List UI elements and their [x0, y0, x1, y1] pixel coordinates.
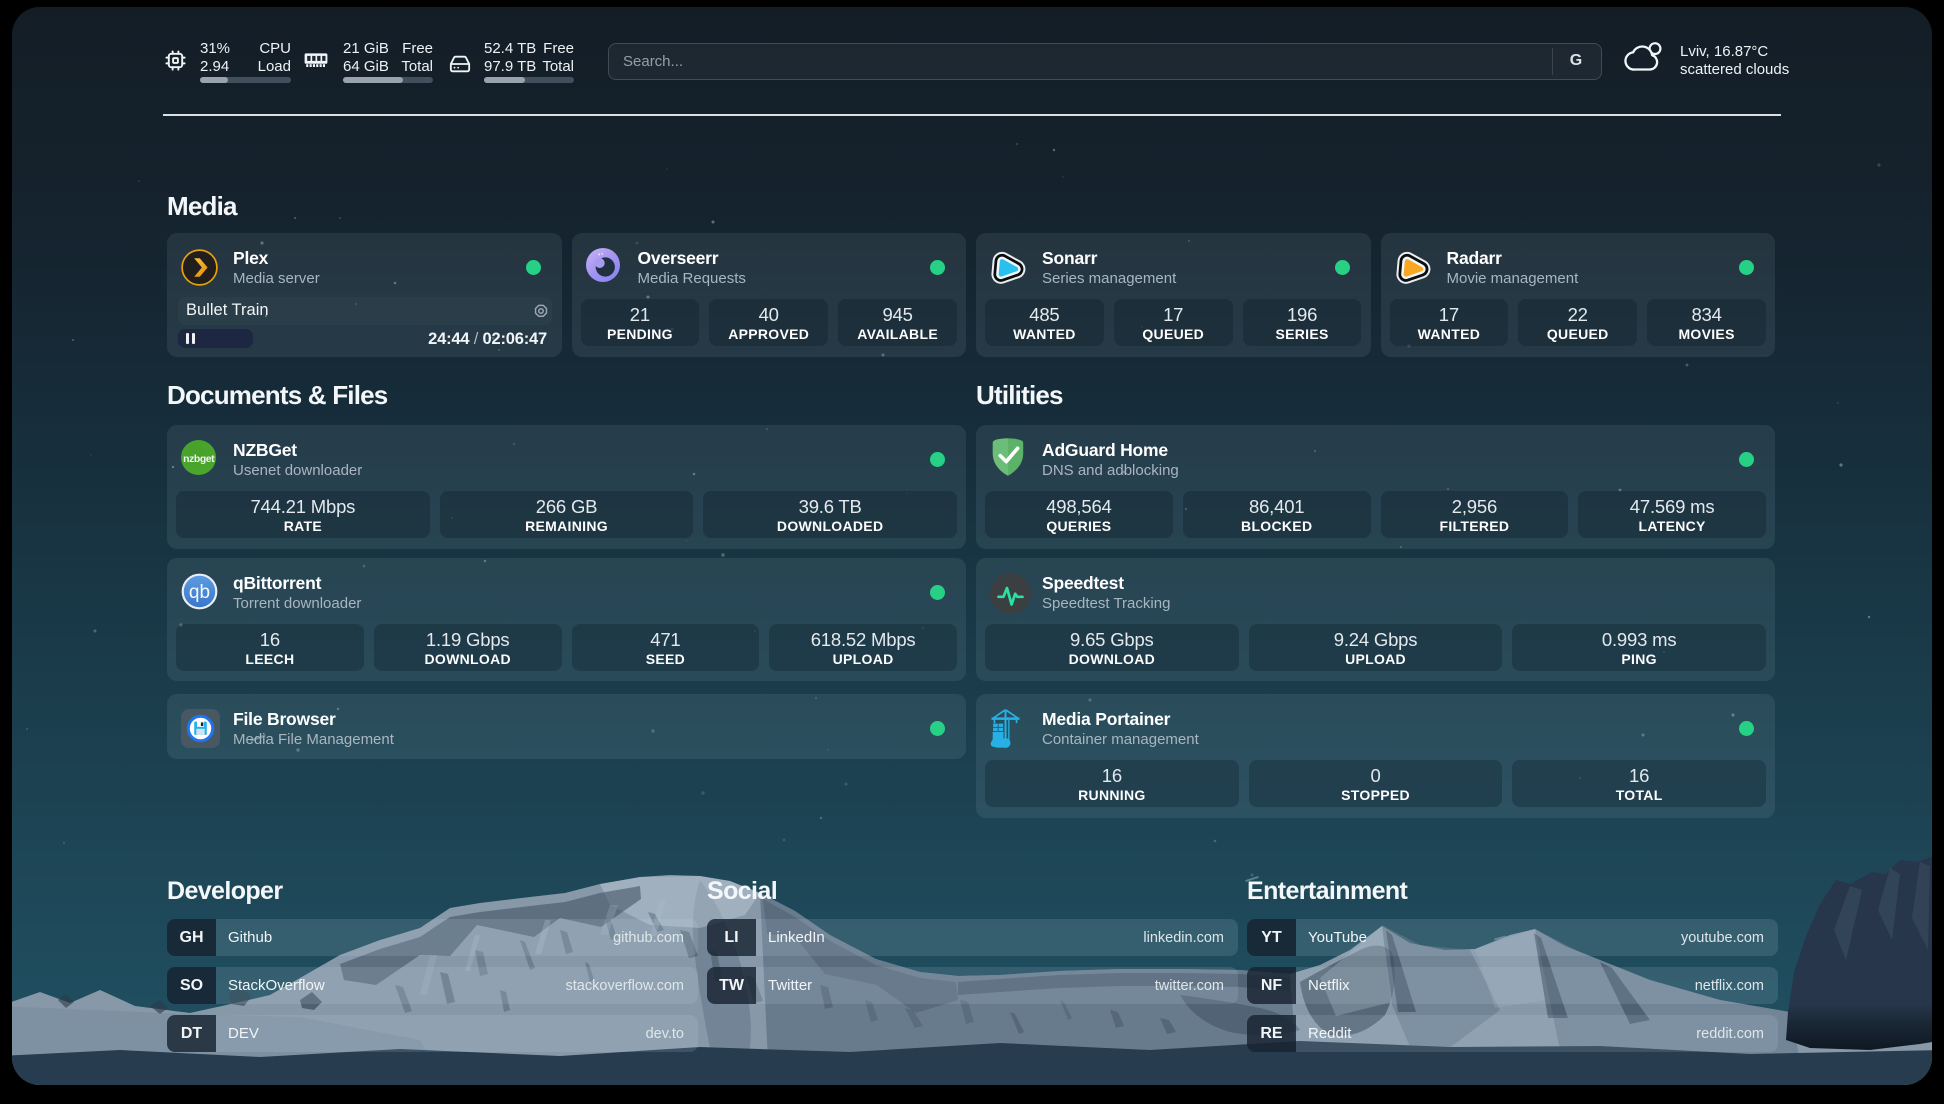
svg-text:qb: qb — [189, 582, 210, 603]
svg-text:nzbget: nzbget — [183, 454, 215, 465]
